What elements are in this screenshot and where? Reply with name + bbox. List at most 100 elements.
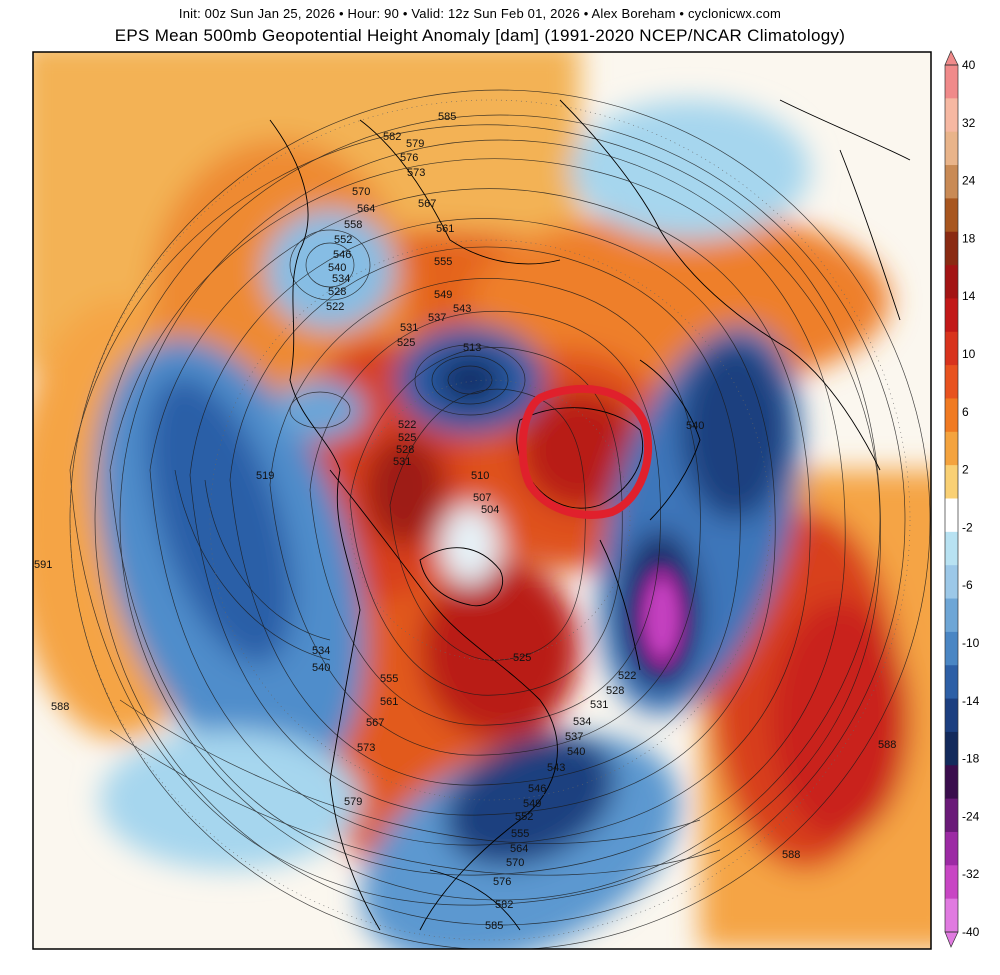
colorbar-segment bbox=[945, 765, 958, 800]
contour-label: 522 bbox=[618, 670, 636, 682]
colorbar-segment bbox=[945, 798, 958, 833]
contour-label: 576 bbox=[400, 152, 418, 164]
colorbar-segment bbox=[945, 731, 958, 766]
contour-label: 522 bbox=[326, 301, 344, 313]
contour-label: 588 bbox=[782, 849, 800, 861]
colorbar-tick-label: -40 bbox=[962, 925, 980, 939]
contour-label: 582 bbox=[495, 899, 513, 911]
map-title: EPS Mean 500mb Geopotential Height Anoma… bbox=[114, 26, 846, 45]
colorbar-tick-label: -10 bbox=[962, 636, 980, 650]
contour-label: 561 bbox=[380, 696, 398, 708]
contour-label: 534 bbox=[332, 273, 350, 285]
contour-label: 528 bbox=[396, 444, 414, 456]
contour-label: 504 bbox=[481, 504, 499, 516]
contour-label: 555 bbox=[511, 828, 529, 840]
contour-label: 525 bbox=[397, 337, 415, 349]
contour-label: 537 bbox=[428, 312, 446, 324]
colorbar-tick-label: 10 bbox=[962, 347, 976, 361]
contour-label: 540 bbox=[312, 662, 330, 674]
colorbar-segment bbox=[945, 65, 958, 99]
contour-label: 576 bbox=[493, 876, 511, 888]
contour-label: 579 bbox=[344, 796, 362, 808]
colorbar-segment bbox=[945, 98, 958, 133]
colorbar-segment bbox=[945, 431, 958, 466]
contour-label: 531 bbox=[393, 456, 411, 468]
contour-label: 525 bbox=[398, 432, 416, 444]
anomaly-field: 585 582 579 576 573 570 567 564 561 558 … bbox=[33, 52, 931, 949]
highlight-annotation-circle bbox=[518, 385, 653, 519]
colorbar-segment bbox=[945, 865, 958, 900]
contour-label: 510 bbox=[471, 470, 489, 482]
colorbar-segment bbox=[945, 565, 958, 600]
contour-labels: 585 582 579 576 573 570 567 564 561 558 … bbox=[34, 111, 896, 932]
contour-label: 537 bbox=[565, 731, 583, 743]
contour-label: 552 bbox=[334, 234, 352, 246]
contour-label: 507 bbox=[473, 492, 491, 504]
contour-label: 546 bbox=[333, 249, 351, 261]
contour-label: 528 bbox=[606, 685, 624, 697]
colorbar-tick-label: 18 bbox=[962, 231, 976, 245]
contour-label: 540 bbox=[567, 746, 585, 758]
colorbar-segment bbox=[945, 498, 958, 533]
contour-label: 522 bbox=[398, 419, 416, 431]
contour-label: 591 bbox=[34, 559, 52, 571]
colorbar-tick-label: 24 bbox=[962, 174, 976, 188]
contour-label: 549 bbox=[434, 289, 452, 301]
contour-label: 558 bbox=[344, 219, 362, 231]
contour-label: 588 bbox=[51, 701, 69, 713]
colorbar-tick-label: 14 bbox=[962, 289, 976, 303]
colorbar-segment bbox=[945, 298, 958, 333]
contour-label: 570 bbox=[506, 857, 524, 869]
contour-label: 519 bbox=[256, 470, 274, 482]
colorbar-tick-label: 40 bbox=[962, 58, 976, 72]
contour-label: 579 bbox=[406, 138, 424, 150]
colorbar-segment bbox=[945, 598, 958, 633]
colorbar-tick-label: 6 bbox=[962, 405, 969, 419]
colorbar-segment bbox=[945, 231, 958, 266]
colorbar-tick-label: -24 bbox=[962, 809, 980, 823]
colorbar-segment bbox=[945, 631, 958, 666]
colorbar-segment bbox=[945, 898, 958, 933]
colorbar-tick-label: -32 bbox=[962, 867, 980, 881]
colorbar-segment bbox=[945, 265, 958, 299]
contour-label: 534 bbox=[312, 645, 330, 657]
contour-label: 582 bbox=[383, 131, 401, 143]
map-subtitle: Init: 00z Sun Jan 25, 2026 • Hour: 90 • … bbox=[178, 6, 782, 21]
contour-label: 534 bbox=[573, 716, 591, 728]
contour-label: 543 bbox=[547, 762, 565, 774]
colorbar-bottom-arrow bbox=[944, 931, 959, 948]
contour-label: 561 bbox=[436, 223, 454, 235]
contour-label: 555 bbox=[380, 673, 398, 685]
contour-label: 585 bbox=[438, 111, 456, 123]
colorbar-tick-label: -18 bbox=[962, 752, 980, 766]
contour-label: 531 bbox=[590, 699, 608, 711]
colorbar-segment bbox=[945, 665, 958, 700]
contour-label: 555 bbox=[434, 256, 452, 268]
contour-label: 531 bbox=[400, 322, 418, 334]
contour-label: 543 bbox=[453, 303, 471, 315]
colorbar-segment bbox=[945, 131, 958, 166]
contour-label: 528 bbox=[328, 286, 346, 298]
colorbar-tick-label: 32 bbox=[962, 116, 976, 130]
latitude-circles bbox=[69, 99, 911, 941]
colorbar-segment bbox=[945, 198, 958, 233]
contour-label: 549 bbox=[523, 798, 541, 810]
contour-label: 573 bbox=[357, 742, 375, 754]
contour-label: 567 bbox=[418, 198, 436, 210]
contour-label: 546 bbox=[528, 783, 546, 795]
contour-label: 585 bbox=[485, 920, 503, 932]
contour-label: 573 bbox=[407, 167, 425, 179]
colorbar-segment bbox=[945, 331, 958, 366]
height-contours bbox=[69, 89, 931, 949]
colorbar-segment bbox=[945, 831, 958, 866]
contour-label: 540 bbox=[686, 420, 704, 432]
colorbar-tick-label: -14 bbox=[962, 694, 980, 708]
colorbar-segment bbox=[945, 531, 958, 566]
contour-label: 525 bbox=[513, 652, 531, 664]
contour-label: 540 bbox=[328, 262, 346, 274]
contour-label: 570 bbox=[352, 186, 370, 198]
colorbar-segment bbox=[945, 398, 958, 433]
colorbar-tick-label: -6 bbox=[962, 578, 973, 592]
contour-label: 567 bbox=[366, 717, 384, 729]
